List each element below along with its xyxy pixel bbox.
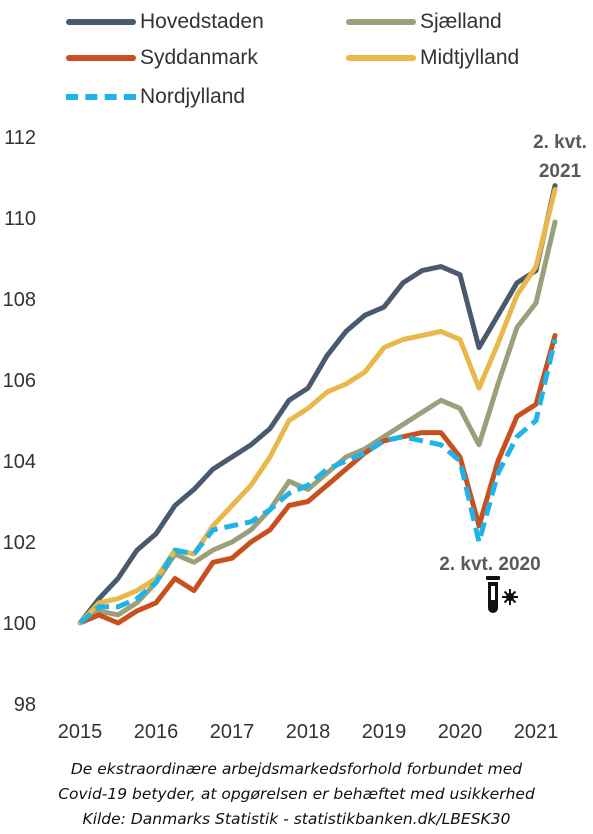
legend-label: Midtjylland [420, 46, 520, 69]
legend-item-syddanmark: Syddanmark [66, 46, 258, 70]
annotations: 2. kvt. 2021 2. kvt. 2020 [439, 132, 587, 613]
annotation-2021-line1: 2. kvt. [533, 132, 587, 153]
y-tick-label: 112 [4, 127, 36, 149]
series-lines [77, 183, 558, 626]
legend-item-nordjylland: Nordjylland [66, 85, 245, 109]
x-tick-label: 2020 [438, 721, 483, 743]
legend-swatch [66, 94, 136, 100]
legend-item-sjaelland: Sjælland [346, 10, 502, 34]
x-tick-label: 2017 [210, 721, 255, 743]
test-tube-virus-icon [486, 576, 518, 613]
y-tick-label: 104 [3, 451, 36, 473]
footnote-source: Kilde: Danmarks Statistik - statistikban… [82, 810, 511, 828]
line-chart: 98 100 102 104 106 108 110 112 2015 2016 2017 2018… [3, 127, 587, 743]
legend-swatch [346, 55, 416, 61]
legend-swatch [66, 19, 136, 25]
x-tick-label: 2015 [58, 721, 103, 743]
series-line-midtjylland [77, 187, 558, 626]
y-tick-label: 100 [3, 613, 36, 635]
legend-label: Syddanmark [140, 46, 258, 69]
legend-label: Nordjylland [140, 85, 246, 108]
y-tick-label: 106 [3, 370, 36, 392]
footnote-line1: De ekstraordinære arbejdsmarkedsforhold … [70, 760, 523, 778]
legend-swatch [66, 55, 136, 61]
x-tick-label: 2016 [134, 721, 179, 743]
y-axis-ticks: 98 100 102 104 106 108 110 112 [3, 127, 36, 716]
y-tick-label: 102 [3, 532, 36, 554]
legend-label: Sjælland [420, 10, 502, 33]
y-tick-label: 98 [14, 694, 36, 716]
y-tick-label: 110 [4, 208, 36, 230]
series-line-hovedstaden [77, 183, 558, 626]
footnote-line2: Covid-19 betyder, at opgørelsen er behæf… [58, 785, 535, 803]
x-tick-label: 2019 [362, 721, 407, 743]
series-line-nordjylland [78, 338, 558, 625]
annotation-2021-line2: 2021 [539, 161, 582, 182]
x-tick-label: 2021 [514, 721, 559, 743]
annotation-2020: 2. kvt. 2020 [439, 554, 540, 575]
legend-swatch [346, 19, 416, 25]
legend-item-midtjylland: Midtjylland [346, 46, 519, 70]
y-tick-label: 108 [3, 289, 36, 311]
x-axis-ticks: 2015 2016 2017 2018 2019 2020 2021 [58, 721, 559, 743]
legend-label: Hovedstaden [140, 10, 264, 33]
legend-item-hovedstaden: Hovedstaden [66, 10, 264, 34]
x-tick-label: 2018 [286, 721, 331, 743]
series-line-syddanmark [77, 333, 558, 626]
